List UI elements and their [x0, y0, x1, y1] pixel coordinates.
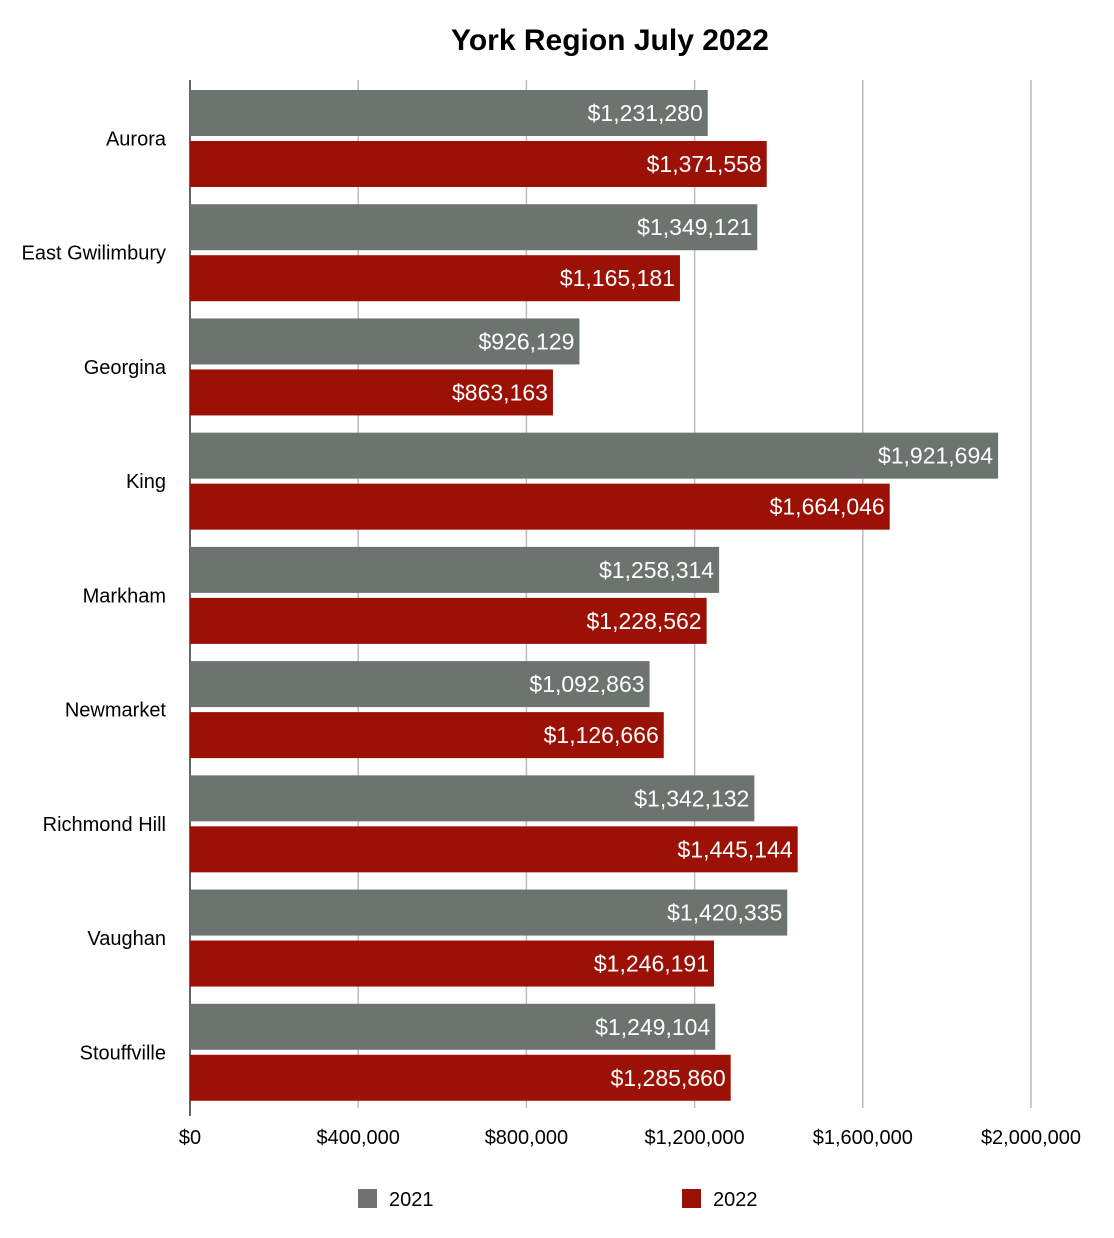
- data-label: $1,246,191: [594, 951, 709, 977]
- category-label: Newmarket: [65, 700, 167, 722]
- bar-2022-3: [190, 483, 890, 530]
- category-label: Georgina: [84, 357, 167, 379]
- bar-2021-1: [190, 204, 758, 251]
- legend-label: 2021: [389, 1189, 434, 1211]
- x-tick-label: $2,000,000: [981, 1127, 1081, 1149]
- category-label: Richmond Hill: [43, 814, 166, 836]
- bar-2022-4: [190, 597, 707, 644]
- bar-2021-2: [190, 318, 580, 365]
- data-label: $1,349,121: [637, 214, 752, 240]
- data-label: $1,249,104: [595, 1014, 710, 1040]
- bar-2022-0: [190, 141, 767, 187]
- bar-2021-0: [190, 90, 708, 136]
- category-label: East Gwilimbury: [22, 243, 166, 265]
- data-label: $926,129: [478, 328, 574, 354]
- category-label: King: [126, 471, 166, 493]
- x-tick-label: $800,000: [485, 1127, 568, 1149]
- bar-2022-2: [190, 369, 553, 416]
- category-label: Aurora: [106, 129, 167, 151]
- data-label: $1,231,280: [588, 100, 703, 126]
- data-label: $1,420,335: [667, 900, 782, 926]
- bar-2021-5: [190, 661, 650, 708]
- data-label: $1,445,144: [678, 836, 793, 862]
- bar-2021-6: [190, 775, 755, 822]
- x-axis-ticks: $0 $400,000 $800,000 $1,200,000 $1,600,000 $2…: [179, 1127, 1081, 1149]
- category-label: Markham: [83, 585, 166, 607]
- legend-swatch-2021: [358, 1189, 377, 1208]
- x-tick-label: $400,000: [316, 1127, 399, 1149]
- data-label: $1,092,863: [529, 671, 644, 697]
- category-labels: Aurora East Gwilimbury Georgina King Markham…: [22, 129, 167, 1065]
- bar-2022-6: [190, 826, 798, 873]
- x-tick-label: $1,200,000: [645, 1127, 745, 1149]
- bar-2022-8: [190, 1054, 731, 1101]
- data-label: $1,285,860: [611, 1065, 726, 1091]
- category-label: Vaughan: [87, 928, 166, 950]
- bar-2022-7: [190, 940, 715, 987]
- data-label: $1,664,046: [770, 494, 885, 520]
- data-label: $1,228,562: [586, 608, 701, 634]
- x-tick-label: $0: [179, 1127, 201, 1149]
- bar-2021-8: [190, 1003, 716, 1050]
- data-label: $1,342,132: [634, 785, 749, 811]
- legend: 2021 2022: [358, 1189, 758, 1211]
- bar-2022-5: [190, 712, 664, 759]
- bar-2021-4: [190, 546, 720, 593]
- bar-2021-7: [190, 889, 788, 936]
- legend-label: 2022: [713, 1189, 758, 1211]
- data-label: $1,165,181: [560, 265, 675, 291]
- bar-2021-3: [190, 432, 999, 479]
- bar-2022-1: [190, 255, 680, 302]
- legend-swatch-2022: [682, 1189, 701, 1208]
- chart-title: York Region July 2022: [451, 24, 769, 57]
- data-label: $1,126,666: [544, 722, 659, 748]
- data-label: $1,371,558: [647, 151, 762, 177]
- category-label: Stouffville: [80, 1042, 166, 1064]
- bars: $1,231,280 $1,371,558 $1,349,121 $1,165,181…: [190, 90, 999, 1101]
- data-label: $863,163: [452, 379, 548, 405]
- data-label: $1,258,314: [599, 557, 714, 583]
- data-label: $1,921,694: [878, 443, 993, 469]
- x-tick-label: $1,600,000: [813, 1127, 913, 1149]
